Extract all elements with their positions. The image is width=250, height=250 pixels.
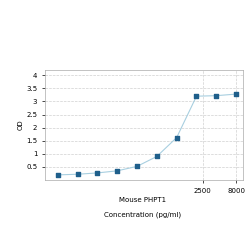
Point <box>234 92 238 96</box>
Point <box>194 94 198 98</box>
Point <box>56 173 60 177</box>
Y-axis label: OD: OD <box>18 120 24 130</box>
Text: Mouse PHPT1: Mouse PHPT1 <box>119 197 166 203</box>
Text: Concentration (pg/ml): Concentration (pg/ml) <box>104 212 181 218</box>
Point <box>214 94 218 98</box>
Point <box>76 172 80 176</box>
Point <box>96 171 100 175</box>
Point <box>115 169 119 173</box>
Point <box>175 136 179 140</box>
Point <box>155 154 159 158</box>
Point <box>135 164 139 168</box>
